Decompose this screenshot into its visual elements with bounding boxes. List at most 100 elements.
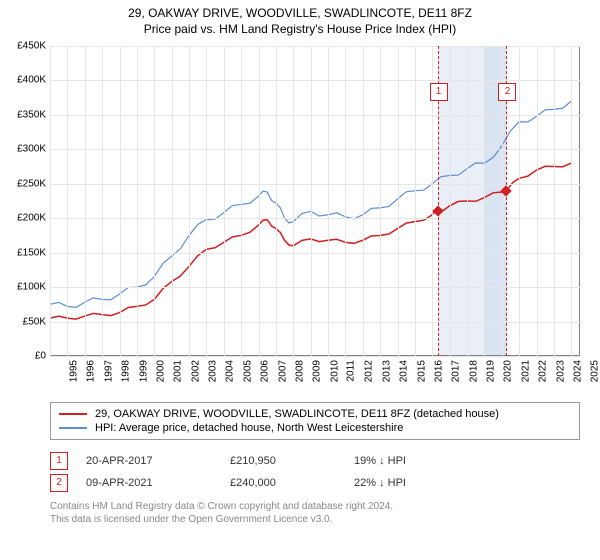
y-axis-label: £200K xyxy=(4,213,46,224)
x-axis-label: 2025 xyxy=(590,360,600,382)
footer-marker-1: 1 xyxy=(50,452,68,470)
gridline-v xyxy=(172,46,173,356)
footer-date-1: 20-APR-2017 xyxy=(86,455,226,467)
gridline-h xyxy=(50,356,580,357)
gridline-v xyxy=(554,46,555,356)
gridline-v xyxy=(293,46,294,356)
gridline-v xyxy=(85,46,86,356)
gridline-v xyxy=(50,46,51,356)
gridline-v xyxy=(380,46,381,356)
license-block: Contains HM Land Registry data © Crown c… xyxy=(50,500,580,526)
x-axis-label: 2020 xyxy=(503,360,514,382)
y-axis-label: £100K xyxy=(4,282,46,293)
y-axis-label: £400K xyxy=(4,75,46,86)
footer-price-1: £210,950 xyxy=(230,455,350,467)
x-axis-label: 2016 xyxy=(433,360,444,382)
chart-title-line2: Price paid vs. HM Land Registry's House … xyxy=(0,22,600,36)
x-axis-label: 2019 xyxy=(485,360,496,382)
gridline-h xyxy=(50,149,580,150)
footer-price-2: £240,000 xyxy=(230,477,350,489)
gridline-v xyxy=(571,46,572,356)
gridline-v xyxy=(345,46,346,356)
y-axis-label: £150K xyxy=(4,247,46,258)
footer-row-2: 2 09-APR-2021 £240,000 22% ↓ HPI xyxy=(50,472,580,494)
x-axis-label: 2009 xyxy=(312,360,323,382)
legend-item-1: 29, OAKWAY DRIVE, WOODVILLE, SWADLINCOTE… xyxy=(59,407,571,421)
x-axis-label: 2000 xyxy=(155,360,166,382)
gridline-v xyxy=(102,46,103,356)
x-axis-label: 2023 xyxy=(555,360,566,382)
x-axis-label: 2013 xyxy=(381,360,392,382)
x-axis-label: 2001 xyxy=(173,360,184,382)
gridline-v xyxy=(311,46,312,356)
gridline-v xyxy=(120,46,121,356)
gridline-v xyxy=(224,46,225,356)
footer-pct-2: 22% ↓ HPI xyxy=(354,477,514,489)
gridline-h xyxy=(50,322,580,323)
x-axis-label: 2011 xyxy=(346,360,357,382)
footer-marker-2: 2 xyxy=(50,474,68,492)
y-axis-label: £0 xyxy=(4,351,46,362)
x-axis-label: 2014 xyxy=(398,360,409,382)
gridline-h xyxy=(50,218,580,219)
gridline-v xyxy=(363,46,364,356)
license-line2: This data is licensed under the Open Gov… xyxy=(50,513,580,526)
footer-pct-1: 19% ↓ HPI xyxy=(354,455,514,467)
x-axis-label: 2005 xyxy=(242,360,253,382)
gridline-h xyxy=(50,287,580,288)
y-axis-label: £350K xyxy=(4,109,46,120)
x-axis-label: 2003 xyxy=(207,360,218,382)
y-axis-label: £50K xyxy=(4,316,46,327)
legend-box: 29, OAKWAY DRIVE, WOODVILLE, SWADLINCOTE… xyxy=(50,402,580,440)
x-axis-label: 2018 xyxy=(468,360,479,382)
gridline-v xyxy=(259,46,260,356)
gridline-v xyxy=(189,46,190,356)
license-line1: Contains HM Land Registry data © Crown c… xyxy=(50,500,580,513)
x-axis-label: 2004 xyxy=(225,360,236,382)
gridline-v xyxy=(467,46,468,356)
x-axis-label: 2010 xyxy=(329,360,340,382)
footer-row-1: 1 20-APR-2017 £210,950 19% ↓ HPI xyxy=(50,450,580,472)
gridline-v xyxy=(137,46,138,356)
gridline-v xyxy=(328,46,329,356)
annotation-marker: 2 xyxy=(498,83,516,101)
legend-label-2: HPI: Average price, detached house, Nort… xyxy=(95,422,403,434)
x-axis-label: 1999 xyxy=(138,360,149,382)
x-axis-label: 2007 xyxy=(277,360,288,382)
gridline-h xyxy=(50,80,580,81)
gridline-v xyxy=(67,46,68,356)
legend-swatch-2 xyxy=(59,427,87,429)
legend-label-1: 29, OAKWAY DRIVE, WOODVILLE, SWADLINCOTE… xyxy=(95,408,499,420)
chart-title-line1: 29, OAKWAY DRIVE, WOODVILLE, SWADLINCOTE… xyxy=(0,6,600,20)
x-axis-label: 2008 xyxy=(294,360,305,382)
gridline-v xyxy=(154,46,155,356)
gridline-v xyxy=(519,46,520,356)
x-axis-label: 2021 xyxy=(520,360,531,382)
chart-plot-area: 12 xyxy=(50,46,580,356)
gridline-h xyxy=(50,115,580,116)
gridline-h xyxy=(50,253,580,254)
x-axis-label: 2017 xyxy=(451,360,462,382)
x-axis-label: 2022 xyxy=(537,360,548,382)
footer-data-rows: 1 20-APR-2017 £210,950 19% ↓ HPI 2 09-AP… xyxy=(50,450,580,494)
gridline-v xyxy=(241,46,242,356)
gridline-v xyxy=(450,46,451,356)
y-axis-label: £450K xyxy=(4,41,46,52)
gridline-v xyxy=(415,46,416,356)
gridline-v xyxy=(206,46,207,356)
x-axis-label: 1998 xyxy=(120,360,131,382)
x-axis-label: 2015 xyxy=(416,360,427,382)
x-axis-label: 2006 xyxy=(259,360,270,382)
chart-title-block: 29, OAKWAY DRIVE, WOODVILLE, SWADLINCOTE… xyxy=(0,0,600,38)
gridline-h xyxy=(50,46,580,47)
gridline-v xyxy=(276,46,277,356)
gridline-v xyxy=(537,46,538,356)
x-axis-label: 2002 xyxy=(190,360,201,382)
x-axis-label: 1996 xyxy=(86,360,97,382)
footer-date-2: 09-APR-2021 xyxy=(86,477,226,489)
gridline-v xyxy=(484,46,485,356)
legend-item-2: HPI: Average price, detached house, Nort… xyxy=(59,421,571,435)
x-axis-label: 1997 xyxy=(103,360,114,382)
x-axis-label: 2024 xyxy=(572,360,583,382)
legend-swatch-1 xyxy=(59,413,87,415)
